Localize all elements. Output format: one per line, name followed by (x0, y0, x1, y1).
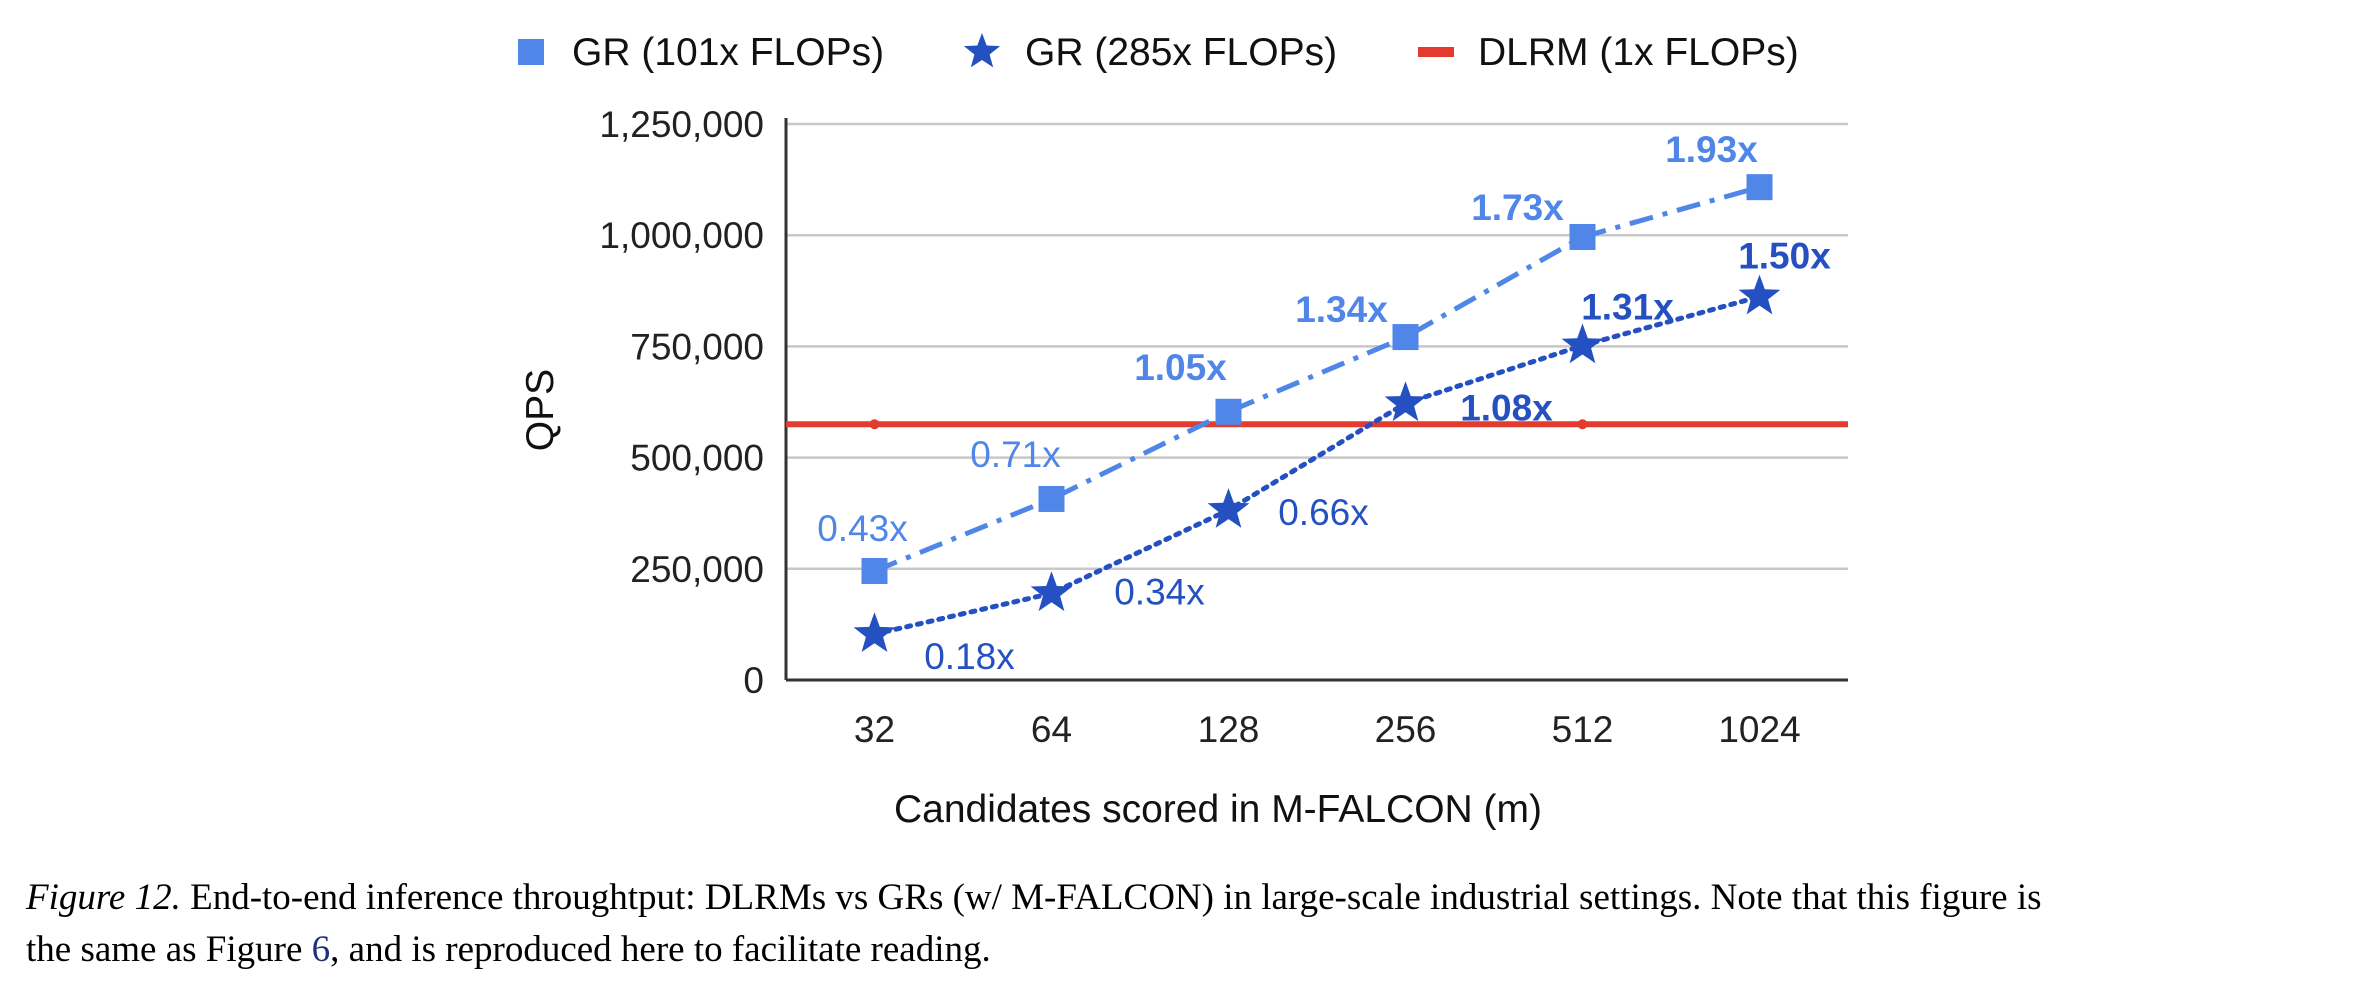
gr-101x-data-label: 1.05x (1134, 347, 1227, 388)
x-tick-label: 256 (1375, 709, 1437, 750)
gr-285x-data-label: 1.31x (1581, 287, 1674, 328)
x-tick-label: 32 (854, 709, 895, 750)
dlrm-point (1577, 419, 1588, 430)
gr-101x-data-label: 1.34x (1295, 289, 1388, 330)
gr-101x-data-label: 0.43x (817, 508, 908, 549)
x-tick-label: 512 (1552, 709, 1614, 750)
qps-line-chart: 0 250,000 500,000 750,000 1,000,000 1,250,000… (518, 31, 1848, 831)
axes: 0 250,000 500,000 750,000 1,000,000 1,250,000… (519, 104, 1848, 831)
gr-285x-data-label: 1.50x (1738, 236, 1831, 277)
gr-285x-marker (853, 612, 896, 652)
gridlines (786, 122, 1848, 571)
y-tick-label: 1,000,000 (599, 215, 764, 256)
caption-text-2b: , and is reproduced here to facilitate r… (330, 929, 991, 970)
gr-101x-data-label: 0.71x (970, 434, 1061, 475)
legend-swatch-dlrm (1418, 47, 1454, 57)
gr-101x-marker (1038, 485, 1065, 512)
legend-swatch-gr-101x (518, 39, 544, 65)
caption-text-2a: the same as Figure (26, 929, 312, 970)
gr-285x-data-label: 0.18x (924, 636, 1015, 677)
legend: GR (101x FLOPs) GR (285x FLOPs) DLRM (1x F… (518, 31, 1799, 74)
legend-label-gr-101x: GR (101x FLOPs) (572, 31, 884, 74)
gr-101x-data-label: 1.73x (1471, 187, 1564, 228)
y-tick-label: 750,000 (630, 326, 764, 367)
gr-101x-marker (1392, 324, 1419, 351)
gr-285x-marker (1561, 323, 1604, 364)
series (786, 174, 1848, 652)
y-axis-title: QPS (519, 369, 562, 451)
caption-figure-label: Figure 12. (26, 877, 181, 918)
gr-285x-data-label: 0.66x (1278, 492, 1369, 533)
data-labels: 0.43x 0.71x 1.05x 1.34x 1.73x 1.93x 0.18x 0.34x… (817, 129, 1831, 677)
y-tick-label: 1,250,000 (599, 104, 764, 145)
gr-285x-marker (1207, 488, 1250, 528)
x-tick-label: 1024 (1718, 709, 1800, 750)
gr-101x-data-label: 1.93x (1665, 129, 1758, 170)
gr-101x-marker (1569, 223, 1596, 250)
legend-label-dlrm: DLRM (1x FLOPs) (1478, 31, 1799, 74)
caption-figure-ref[interactable]: 6 (311, 929, 331, 970)
y-tick-label: 500,000 (630, 438, 764, 479)
caption-line-2: the same as Figure 6, and is reproduced … (26, 924, 2336, 976)
gr-285x-data-label: 0.34x (1114, 571, 1205, 612)
series-line-gr-101x (873, 184, 1761, 574)
y-tick-label: 250,000 (630, 549, 764, 590)
caption-line-1: Figure 12. End-to-end inference throught… (26, 872, 2336, 924)
gr-285x-data-label: 1.08x (1460, 387, 1553, 428)
legend-label-gr-285x: GR (285x FLOPs) (1025, 31, 1337, 74)
x-tick-label: 128 (1198, 709, 1260, 750)
gr-285x-marker (1738, 274, 1781, 315)
caption-text-1: End-to-end inference throughtput: DLRMs … (180, 877, 2042, 918)
legend-swatch-gr-285x (963, 33, 1001, 68)
gr-101x-marker (1746, 174, 1773, 201)
gr-285x-marker (1384, 381, 1427, 422)
x-axis-title: Candidates scored in M-FALCON (m) (894, 788, 1542, 831)
x-tick-label: 64 (1031, 709, 1072, 750)
figure-caption: Figure 12. End-to-end inference throught… (26, 872, 2336, 976)
dlrm-point (869, 419, 880, 430)
series-line-gr-285x (872, 294, 1762, 637)
y-tick-label: 0 (743, 660, 764, 701)
gr-285x-marker (1030, 571, 1073, 612)
gr-101x-marker (1215, 398, 1242, 425)
gr-101x-marker (861, 558, 888, 585)
